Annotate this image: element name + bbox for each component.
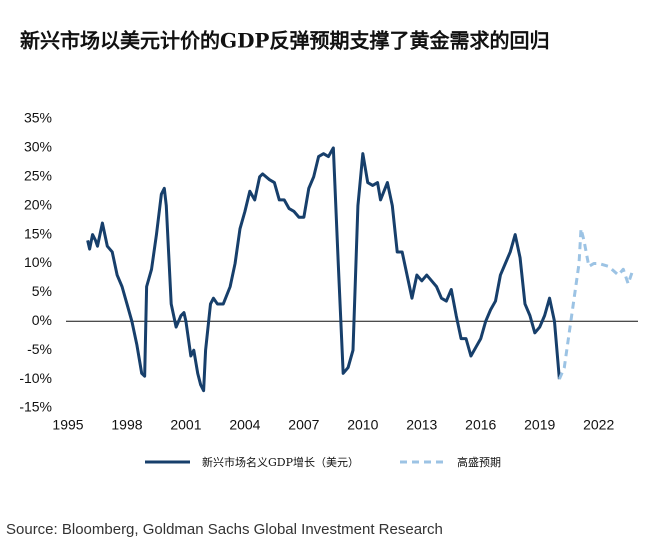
- legend-label: 新兴市场名义GDP增长（美元）: [202, 455, 359, 469]
- x-tick-label: 1998: [111, 417, 142, 433]
- y-tick-label: 25%: [24, 168, 52, 184]
- x-tick-label: 2007: [288, 417, 319, 433]
- legend-label: 高盛预期: [457, 455, 501, 469]
- y-tick-label: 30%: [24, 139, 52, 155]
- y-tick-label: 35%: [24, 110, 52, 126]
- y-tick-label: 10%: [24, 254, 52, 270]
- y-tick-label: -5%: [27, 341, 52, 357]
- x-tick-label: 2010: [347, 417, 378, 433]
- source-note: Source: Bloomberg, Goldman Sachs Global …: [6, 521, 443, 538]
- x-tick-label: 2001: [170, 417, 201, 433]
- y-tick-label: -10%: [19, 370, 52, 386]
- x-tick-label: 2019: [524, 417, 555, 433]
- y-tick-label: 20%: [24, 196, 52, 212]
- chart-title: 新兴市场以美元计价的GDP反弹预期支撑了黄金需求的回归: [20, 29, 549, 53]
- y-tick-label: 5%: [32, 283, 52, 299]
- x-tick-label: 2022: [583, 417, 614, 433]
- y-tick-label: 15%: [24, 225, 52, 241]
- x-tick-label: 2004: [229, 417, 260, 433]
- y-tick-label: -15%: [19, 399, 52, 415]
- x-tick-label: 2016: [465, 417, 496, 433]
- data-line: [557, 227, 635, 380]
- x-tick-label: 2013: [406, 417, 437, 433]
- data-line: [86, 146, 561, 393]
- x-tick-label: 1995: [52, 417, 83, 433]
- y-tick-label: 0%: [32, 312, 52, 328]
